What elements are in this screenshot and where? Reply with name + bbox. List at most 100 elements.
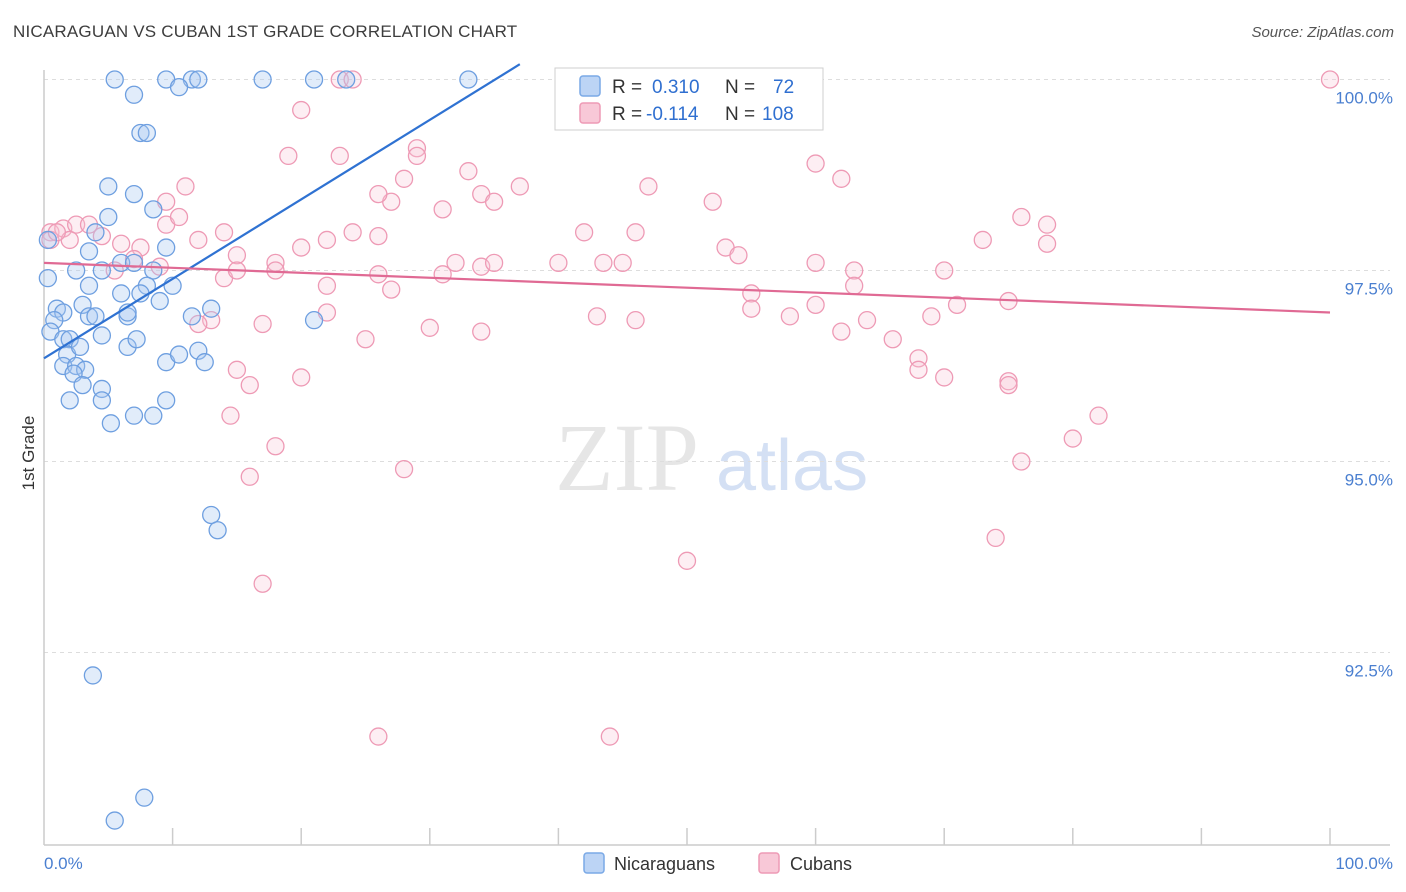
point-cubans: [279, 146, 298, 166]
point-nicaraguans: [38, 268, 58, 288]
point-cubans: [221, 406, 240, 425]
point-cubans: [369, 226, 388, 246]
point-nicaraguans: [337, 70, 356, 89]
bottom-legend-label-nicaraguans: Nicaraguans: [614, 854, 715, 874]
point-cubans: [253, 314, 272, 334]
point-nicaraguans: [67, 261, 86, 280]
point-nicaraguans: [70, 337, 90, 357]
point-cubans: [1037, 234, 1057, 253]
point-cubans: [227, 360, 247, 379]
point-cubans: [266, 437, 285, 456]
point-nicaraguans: [150, 291, 169, 311]
y-tick-label: 92.5%: [1345, 662, 1393, 681]
point-cubans: [189, 230, 208, 250]
legend-r-value-cubans: -0.114: [646, 104, 699, 125]
watermark-atlas: atlas: [716, 426, 868, 506]
point-cubans: [356, 330, 375, 349]
point-nicaraguans: [54, 356, 73, 376]
point-cubans: [176, 177, 195, 196]
point-nicaraguans: [76, 360, 95, 379]
bottom-legend-swatch-nicaraguans: [583, 852, 605, 874]
watermark: ZIP atlas: [555, 404, 868, 511]
point-nicaraguans: [79, 276, 99, 295]
trend-line-nicaraguans: [43, 63, 521, 360]
point-cubans: [433, 200, 452, 219]
point-cubans: [587, 307, 607, 326]
point-nicaraguans: [169, 345, 189, 364]
point-cubans: [240, 375, 259, 395]
point-nicaraguans: [124, 85, 144, 104]
point-cubans: [343, 223, 362, 242]
point-nicaraguans: [131, 123, 150, 143]
point-cubans: [407, 139, 427, 158]
point-nicaraguans: [459, 70, 478, 89]
point-cubans: [292, 100, 311, 120]
point-nicaraguans: [124, 184, 144, 204]
bottom-legend-swatch-cubans: [758, 852, 780, 874]
point-cubans: [845, 276, 864, 295]
point-nicaraguans: [79, 242, 99, 261]
point-cubans: [214, 223, 234, 242]
scatter-points: [38, 70, 1340, 830]
legend-n-label-cubans: N =: [725, 104, 755, 125]
point-cubans: [947, 295, 967, 315]
point-cubans: [382, 280, 401, 299]
point-cubans: [317, 230, 337, 250]
point-cubans: [639, 177, 658, 196]
point-cubans: [574, 223, 594, 242]
point-nicaraguans: [92, 391, 112, 410]
point-nicaraguans: [208, 521, 227, 540]
y-axis-title: 1st Grade: [19, 416, 38, 491]
point-nicaraguans: [73, 375, 92, 395]
point-cubans: [703, 192, 722, 211]
point-cubans: [227, 246, 247, 265]
point-nicaraguans: [112, 284, 131, 303]
point-cubans: [369, 184, 388, 204]
point-nicaraguans: [60, 330, 79, 349]
point-nicaraguans: [202, 505, 221, 525]
point-cubans: [112, 234, 131, 253]
trend-line-cubans: [43, 261, 1331, 314]
point-cubans: [253, 574, 272, 593]
point-cubans: [484, 192, 504, 211]
point-nicaraguans: [127, 330, 146, 349]
legend-r-value-nicaraguans: 0.310: [652, 77, 700, 98]
point-cubans: [999, 375, 1018, 395]
point-cubans: [240, 467, 259, 486]
point-nicaraguans: [38, 230, 58, 250]
y-tick-labels: 100.0% 97.5% 95.0% 92.5%: [1335, 89, 1393, 681]
watermark-zip: ZIP: [555, 404, 699, 511]
series-legend: Nicaraguans Cubans: [583, 852, 852, 874]
point-cubans: [67, 215, 86, 234]
point-cubans: [394, 459, 414, 479]
point-nicaraguans: [105, 811, 124, 830]
point-cubans: [292, 368, 311, 387]
gridlines: [44, 79, 1390, 653]
legend-n-label-nicaraguans: N =: [725, 77, 755, 98]
point-cubans: [626, 223, 645, 242]
point-nicaraguans: [99, 207, 118, 227]
point-nicaraguans: [169, 77, 189, 97]
point-cubans: [1037, 215, 1057, 234]
point-cubans: [169, 207, 189, 227]
point-nicaraguans: [86, 223, 105, 242]
point-cubans: [484, 253, 504, 273]
point-cubans: [407, 146, 427, 166]
point-nicaraguans: [45, 311, 64, 330]
point-nicaraguans: [189, 341, 208, 360]
point-nicaraguans: [195, 353, 214, 372]
point-cubans: [369, 727, 388, 746]
point-nicaraguans: [83, 666, 103, 685]
point-nicaraguans: [135, 788, 154, 807]
chart-title: NICARAGUAN VS CUBAN 1ST GRADE CORRELATIO…: [13, 22, 518, 41]
source-label: Source: ZipAtlas.com: [1251, 24, 1394, 41]
point-cubans: [729, 246, 748, 265]
point-cubans: [292, 238, 311, 257]
point-cubans: [317, 276, 337, 295]
point-cubans: [1089, 406, 1108, 425]
point-nicaraguans: [202, 299, 221, 318]
point-cubans: [742, 284, 761, 303]
legend-n-value-cubans: 108: [762, 104, 794, 125]
point-cubans: [857, 311, 877, 330]
point-nicaraguans: [189, 70, 208, 89]
